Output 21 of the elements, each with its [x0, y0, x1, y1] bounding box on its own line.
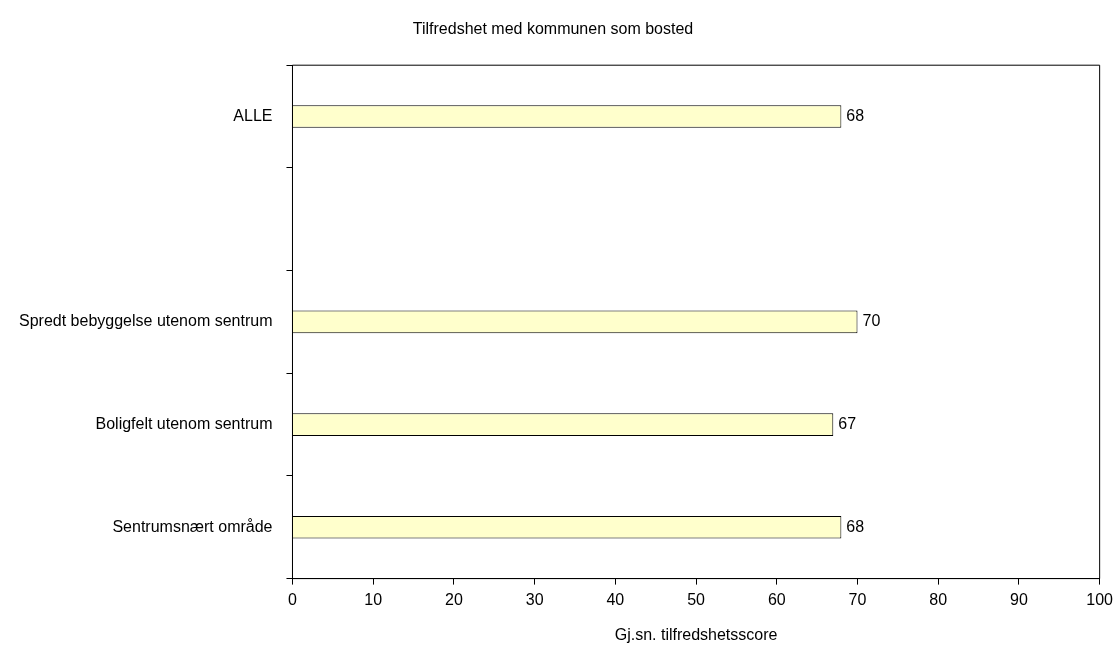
x-tick-label: 90 — [1010, 590, 1028, 608]
x-tick-label: 50 — [687, 590, 706, 608]
x-tick-label: 70 — [848, 590, 867, 608]
x-tick-label: 60 — [767, 590, 786, 608]
x-axis-title: Gj.sn. tilfredshetsscore — [614, 625, 778, 643]
chart-title: Tilfredshet med kommunen som bosted — [412, 20, 694, 38]
y-tick-label: Boligfelt utenom sentrum — [95, 414, 273, 432]
x-tick-label: 40 — [606, 590, 625, 608]
x-tick-label: 80 — [929, 590, 948, 608]
x-tick-label: 10 — [364, 590, 383, 608]
y-tick-label: ALLE — [233, 106, 273, 124]
x-tick-label: 30 — [525, 590, 544, 608]
data-label: 67 — [838, 414, 857, 432]
data-label: 68 — [846, 106, 865, 124]
data-label: 70 — [862, 312, 881, 330]
y-tick-label: Sentrumsnært område — [112, 517, 273, 535]
y-tick-label: Spredt bebyggelse utenom sentrum — [19, 312, 273, 330]
x-tick-label: 0 — [288, 590, 298, 608]
x-tick-label: 20 — [445, 590, 463, 608]
x-tick-label: 100 — [1086, 590, 1114, 608]
data-label: 68 — [846, 517, 865, 535]
